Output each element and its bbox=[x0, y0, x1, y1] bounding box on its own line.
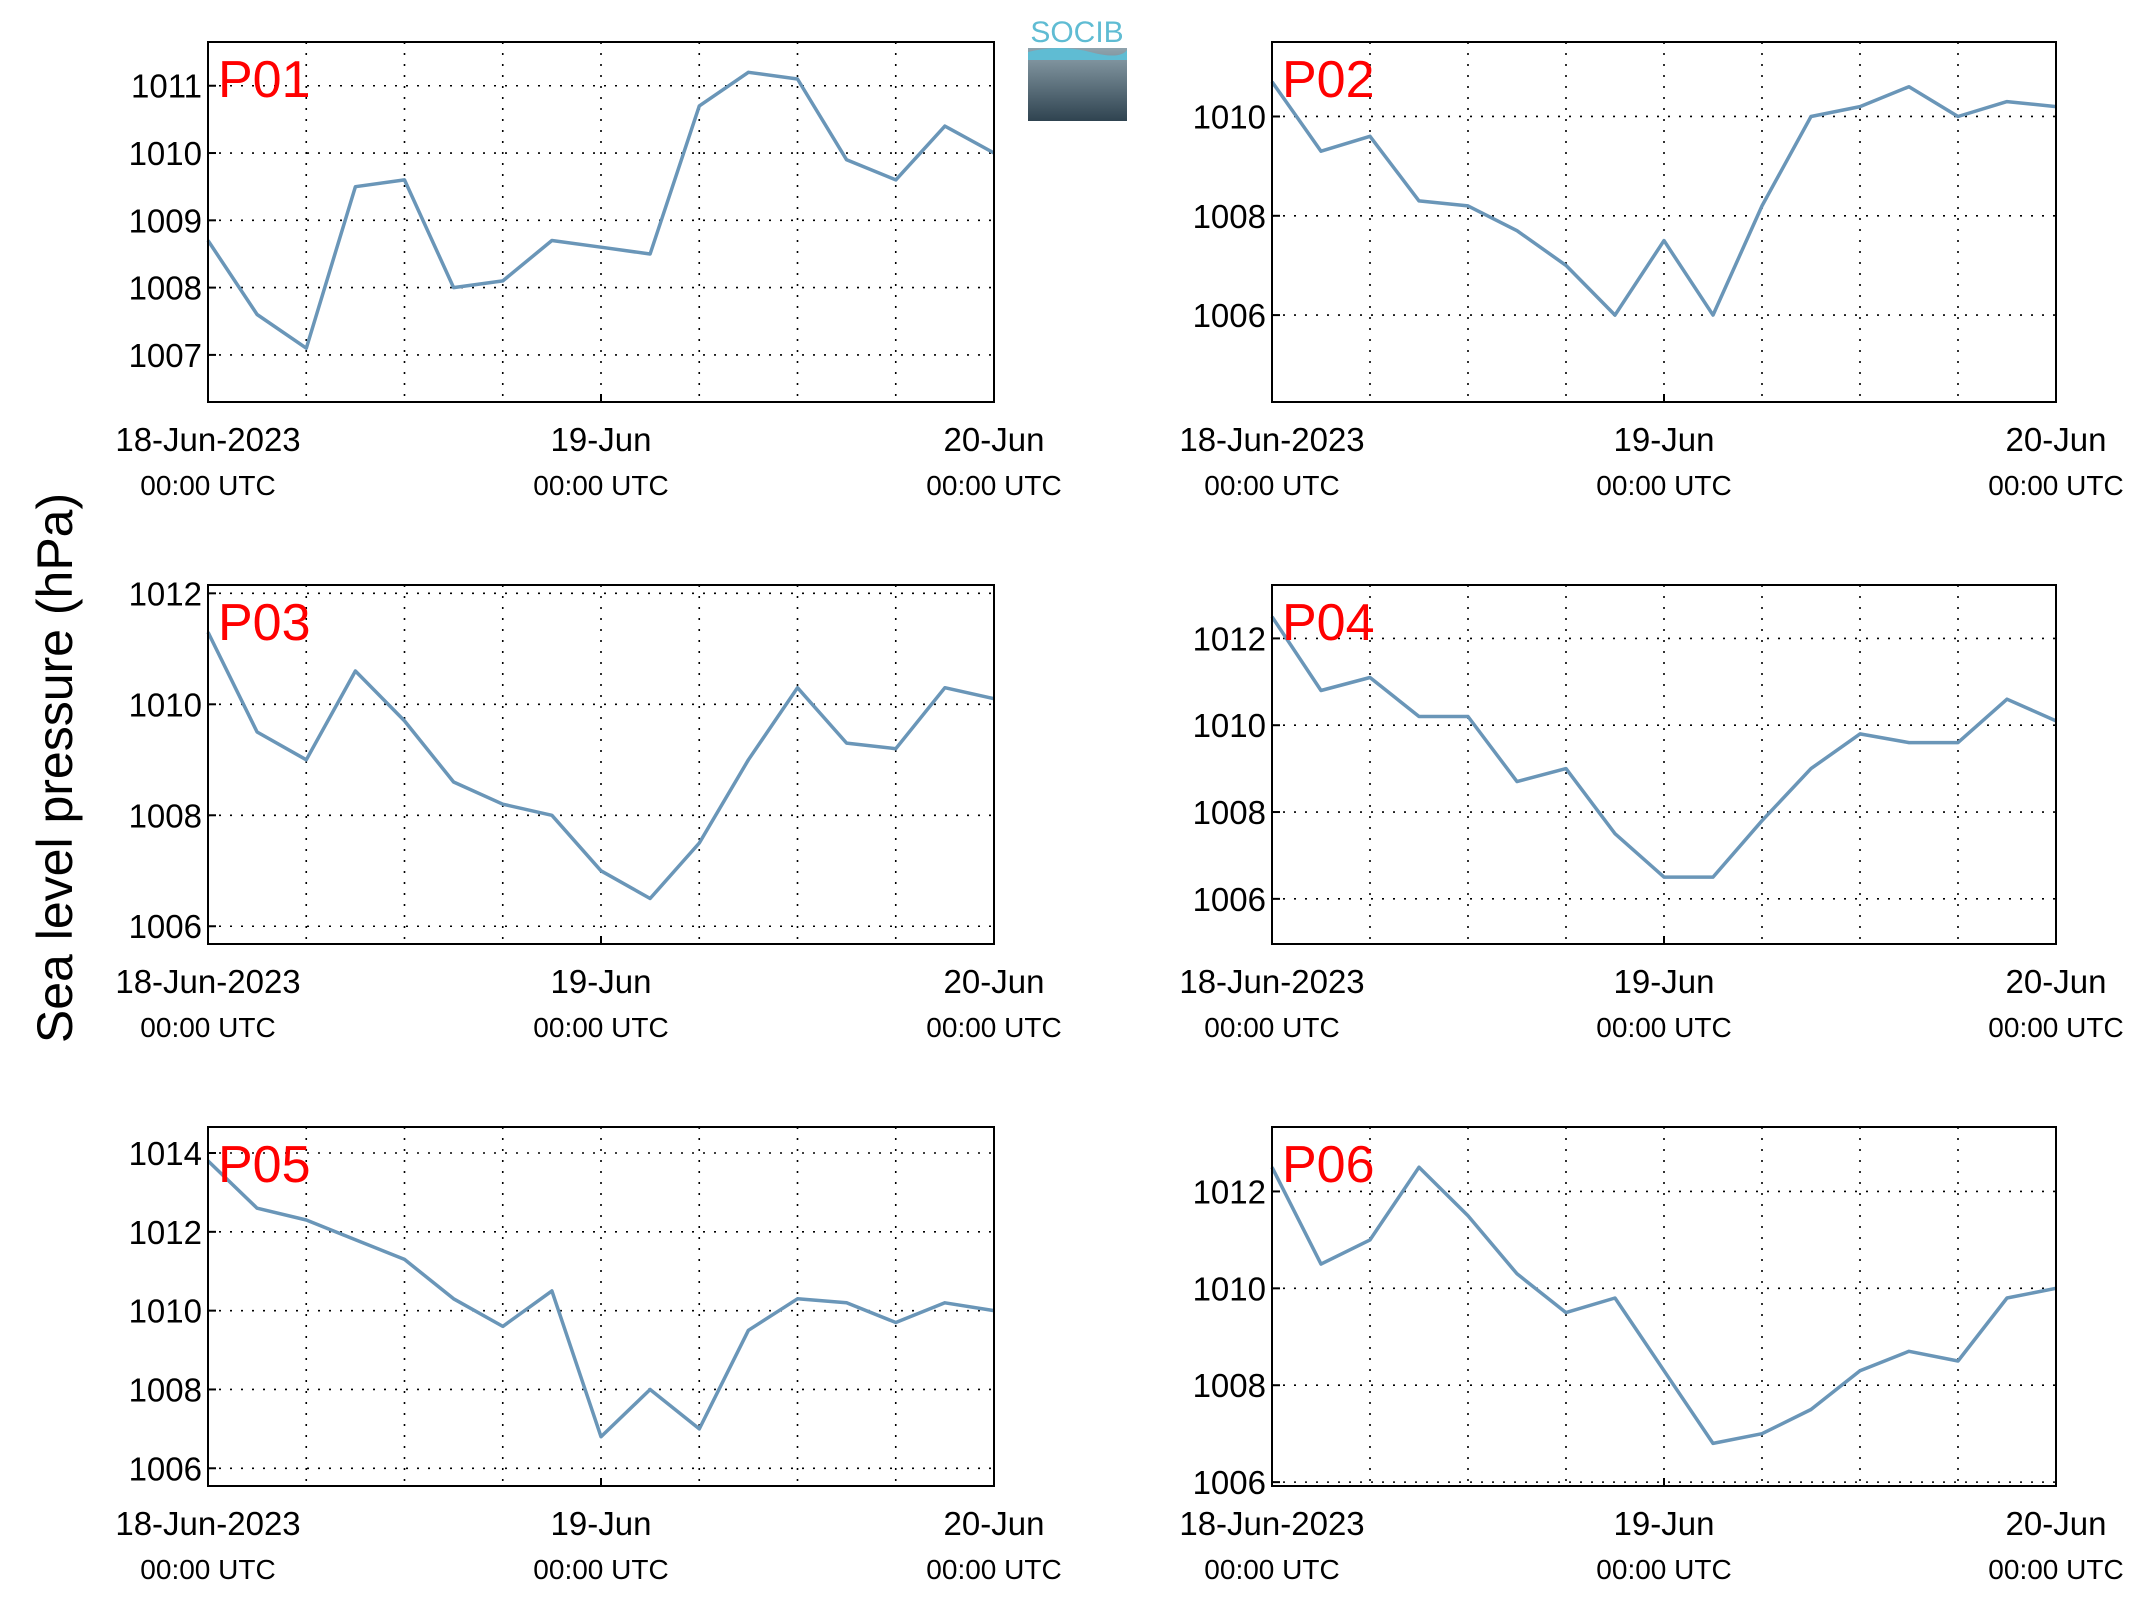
x-tick-sublabel: 00:00 UTC bbox=[533, 470, 668, 501]
x-tick-sublabel: 00:00 UTC bbox=[926, 1012, 1061, 1043]
plot-frame bbox=[207, 584, 995, 945]
chart-title: P02 bbox=[1282, 51, 1375, 109]
x-tick-label: 20-Jun bbox=[2006, 421, 2107, 458]
y-tick-label: 1006 bbox=[1193, 1464, 1266, 1501]
x-tick-label: 18-Jun-2023 bbox=[1179, 1505, 1364, 1542]
x-tick-label: 19-Jun bbox=[1614, 1505, 1715, 1542]
y-tick-label: 1006 bbox=[1193, 297, 1266, 334]
y-tick-label: 1006 bbox=[129, 1450, 202, 1487]
x-tick-sublabel: 00:00 UTC bbox=[533, 1554, 668, 1585]
x-tick-label: 20-Jun bbox=[944, 1505, 1045, 1542]
y-tick-label: 1006 bbox=[129, 908, 202, 945]
plot-frame bbox=[207, 41, 995, 403]
chart-title: P05 bbox=[218, 1136, 311, 1194]
plot-frame bbox=[1271, 584, 2057, 945]
y-tick-label: 1012 bbox=[129, 575, 202, 612]
x-tick-label: 18-Jun-2023 bbox=[115, 963, 300, 1000]
y-tick-label: 1008 bbox=[1193, 794, 1266, 831]
x-tick-sublabel: 00:00 UTC bbox=[140, 1012, 275, 1043]
plot-frame bbox=[1271, 41, 2057, 403]
x-tick-sublabel: 00:00 UTC bbox=[1204, 470, 1339, 501]
chart-title: P03 bbox=[218, 594, 311, 652]
x-tick-sublabel: 00:00 UTC bbox=[140, 1554, 275, 1585]
x-tick-label: 19-Jun bbox=[1614, 421, 1715, 458]
x-tick-label: 19-Jun bbox=[551, 1505, 652, 1542]
y-tick-label: 1010 bbox=[1193, 1270, 1266, 1307]
y-tick-label: 1008 bbox=[129, 270, 202, 307]
x-tick-sublabel: 00:00 UTC bbox=[533, 1012, 668, 1043]
x-tick-label: 20-Jun bbox=[2006, 963, 2107, 1000]
y-tick-label: 1010 bbox=[129, 686, 202, 723]
data-line bbox=[1270, 80, 2057, 317]
y-tick-label: 1012 bbox=[1193, 620, 1266, 657]
y-tick-label: 1010 bbox=[129, 135, 202, 172]
x-tick-sublabel: 00:00 UTC bbox=[1204, 1554, 1339, 1585]
x-tick-sublabel: 00:00 UTC bbox=[1988, 470, 2123, 501]
x-tick-label: 18-Jun-2023 bbox=[1179, 963, 1364, 1000]
x-tick-label: 19-Jun bbox=[1614, 963, 1715, 1000]
x-tick-sublabel: 00:00 UTC bbox=[140, 470, 275, 501]
y-tick-label: 1009 bbox=[129, 202, 202, 239]
y-tick-label: 1007 bbox=[129, 337, 202, 374]
y-tick-label: 1012 bbox=[1193, 1173, 1266, 1210]
x-tick-label: 18-Jun-2023 bbox=[115, 421, 300, 458]
x-tick-sublabel: 00:00 UTC bbox=[1988, 1554, 2123, 1585]
x-tick-sublabel: 00:00 UTC bbox=[1988, 1012, 2123, 1043]
y-tick-label: 1014 bbox=[129, 1135, 202, 1172]
x-tick-sublabel: 00:00 UTC bbox=[926, 1554, 1061, 1585]
y-axis-label: Sea level pressure (hPa) bbox=[27, 493, 83, 1043]
data-line bbox=[1270, 1165, 2057, 1446]
data-line bbox=[206, 70, 995, 350]
x-tick-label: 19-Jun bbox=[551, 963, 652, 1000]
chart-title: P04 bbox=[1282, 594, 1375, 652]
y-tick-label: 1008 bbox=[1193, 1367, 1266, 1404]
x-tick-label: 18-Jun-2023 bbox=[115, 1505, 300, 1542]
chart-title: P06 bbox=[1282, 1136, 1375, 1194]
plot-frame bbox=[207, 1126, 995, 1487]
x-tick-label: 19-Jun bbox=[551, 421, 652, 458]
y-tick-label: 1008 bbox=[1193, 198, 1266, 235]
plot-frame bbox=[1271, 1126, 2057, 1487]
x-tick-label: 20-Jun bbox=[2006, 1505, 2107, 1542]
y-tick-label: 1010 bbox=[1193, 707, 1266, 744]
x-tick-label: 20-Jun bbox=[944, 963, 1045, 1000]
y-tick-label: 1010 bbox=[1193, 98, 1266, 135]
y-tick-label: 1012 bbox=[129, 1214, 202, 1251]
data-line bbox=[206, 631, 995, 901]
y-tick-label: 1010 bbox=[129, 1293, 202, 1330]
logo: SOCIB bbox=[1028, 16, 1127, 121]
data-line bbox=[206, 1159, 995, 1439]
y-tick-label: 1006 bbox=[1193, 881, 1266, 918]
data-line bbox=[1270, 615, 2057, 879]
x-tick-sublabel: 00:00 UTC bbox=[1596, 1554, 1731, 1585]
x-tick-sublabel: 00:00 UTC bbox=[926, 470, 1061, 501]
x-tick-label: 18-Jun-2023 bbox=[1179, 421, 1364, 458]
logo-text: SOCIB bbox=[1030, 16, 1123, 49]
y-tick-label: 1011 bbox=[131, 68, 202, 105]
chart-title: P01 bbox=[218, 51, 311, 109]
y-tick-label: 1008 bbox=[129, 1371, 202, 1408]
y-tick-label: 1008 bbox=[129, 797, 202, 834]
x-tick-sublabel: 00:00 UTC bbox=[1204, 1012, 1339, 1043]
x-tick-sublabel: 00:00 UTC bbox=[1596, 1012, 1731, 1043]
x-tick-sublabel: 00:00 UTC bbox=[1596, 470, 1731, 501]
x-tick-label: 20-Jun bbox=[944, 421, 1045, 458]
